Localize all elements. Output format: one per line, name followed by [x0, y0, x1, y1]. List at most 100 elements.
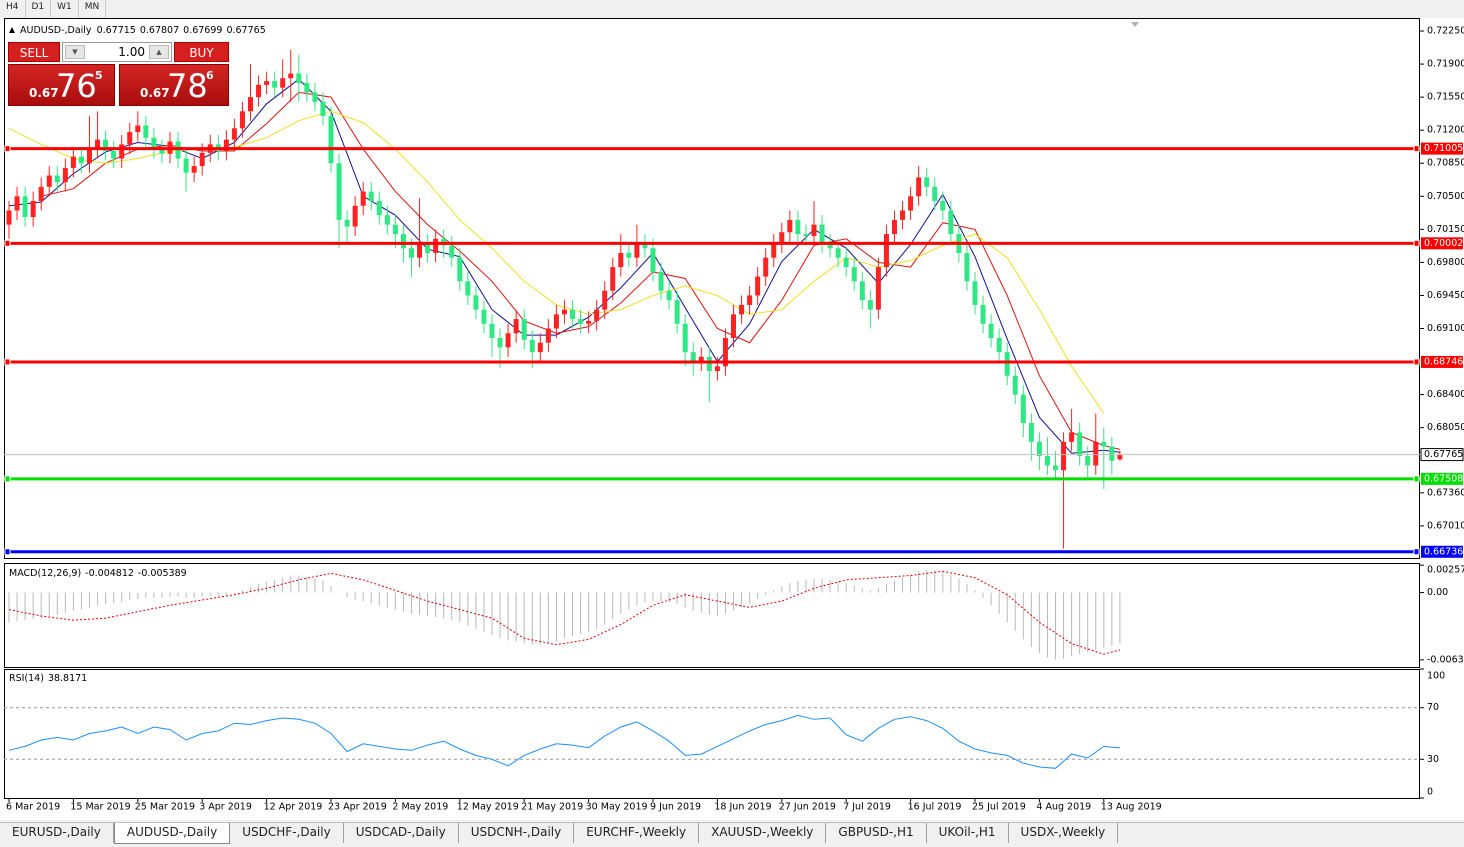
chart-area: AUDUSD-,Daily 0.67715 0.67807 0.67699 0.6776…: [0, 18, 1464, 820]
timeframe-button[interactable]: D1: [26, 0, 52, 17]
high: 0.67807: [140, 25, 179, 36]
timeframe-button[interactable]: W1: [51, 0, 79, 17]
y-tick-label: 0.71550: [1427, 92, 1464, 103]
level-handle: [1413, 475, 1420, 483]
candle-body: [1004, 352, 1010, 376]
candle-body: [803, 234, 809, 236]
y-tick-label: 0.002574: [1427, 565, 1464, 576]
y-tick-label: 0.72250: [1427, 26, 1464, 37]
candle-body: [199, 152, 205, 167]
y-tick-label: 0: [1427, 787, 1433, 798]
buy-button[interactable]: BUY: [174, 42, 229, 62]
candle-body: [344, 219, 350, 227]
candle-body: [867, 300, 873, 310]
rsi-value: 38.8171: [48, 673, 87, 684]
candle-body: [46, 175, 52, 187]
candle-body: [400, 234, 406, 249]
y-tick-label: 0.70850: [1427, 158, 1464, 169]
candle-body: [368, 191, 374, 202]
level-handle: [4, 358, 11, 366]
chart-tab[interactable]: USDCNH-,Daily: [459, 823, 575, 843]
y-tick-label: -0.006326: [1427, 654, 1464, 665]
candle-body: [111, 150, 117, 159]
candle-body: [1061, 441, 1067, 471]
candle-body: [54, 175, 60, 183]
level-handle: [1413, 145, 1420, 153]
x-tick-label: 30 May 2019: [586, 802, 648, 813]
candle-body: [811, 224, 817, 236]
signal-value: -0.005389: [138, 568, 187, 579]
bid-label: 0.67765: [1424, 449, 1463, 460]
lot-increase[interactable]: ▲: [149, 45, 169, 59]
candle-body: [1093, 441, 1099, 466]
chart-tab[interactable]: XAUUSD-,Weekly: [699, 823, 827, 843]
lot-decrease[interactable]: ▼: [65, 45, 85, 59]
candle-body: [755, 276, 761, 296]
macd-value: -0.004812: [85, 568, 134, 579]
candle-body: [489, 323, 495, 338]
candle-body: [497, 337, 503, 348]
candle-body: [529, 339, 535, 353]
chart-tab[interactable]: EURCHF-,Weekly: [574, 823, 700, 843]
chart-tab[interactable]: EURUSD-,Daily: [0, 823, 114, 843]
candle-body: [851, 267, 857, 282]
candle-body: [972, 281, 978, 305]
candle-body: [38, 186, 44, 202]
candle-body: [159, 149, 165, 154]
candle-body: [1012, 375, 1018, 395]
timeframe-button[interactable]: H4: [0, 0, 26, 17]
buy-price[interactable]: 0.67 78 6: [119, 64, 229, 106]
candle-body: [296, 73, 302, 83]
candle-body: [328, 116, 334, 164]
x-tick-label: 16 Jul 2019: [908, 802, 962, 813]
chart-tab[interactable]: USDX-,Weekly: [1009, 823, 1119, 843]
sell-price[interactable]: 0.67 76 5: [8, 64, 115, 106]
level-handle: [1413, 239, 1420, 247]
timeframe-button[interactable]: MN: [79, 0, 107, 17]
candle-body: [1036, 441, 1042, 457]
lot-input[interactable]: ▼ 1.00 ▲: [62, 42, 172, 62]
candle-body: [537, 342, 543, 353]
candle-body: [384, 215, 390, 225]
x-tick-label: 7 Jul 2019: [843, 802, 891, 813]
collapse-icon[interactable]: [9, 27, 15, 33]
chart-tab[interactable]: AUDUSD-,Daily: [113, 823, 231, 844]
candle-body: [666, 290, 672, 301]
candle-body: [642, 243, 648, 249]
chart-tab[interactable]: GBPUSD-,H1: [826, 823, 927, 843]
y-tick-label: 70: [1427, 702, 1439, 713]
candle-body: [1117, 454, 1123, 460]
chart-tab[interactable]: USDCAD-,Daily: [344, 823, 459, 843]
level-label-box: [1421, 237, 1463, 250]
candle-body: [78, 156, 84, 164]
candle-body: [513, 319, 519, 334]
chart-tab[interactable]: UKOil-,H1: [927, 823, 1009, 843]
x-tick-label: 18 Jun 2019: [714, 802, 771, 813]
candle-body: [1077, 432, 1083, 457]
level-handle: [1413, 358, 1420, 366]
candle-body: [722, 337, 728, 367]
price-prefix: 0.67: [140, 86, 170, 100]
candle-body: [964, 252, 970, 282]
candle-body: [940, 201, 946, 211]
timeframe-toolbar: H4 D1 W1 MN: [0, 0, 107, 17]
candle-body: [449, 245, 455, 258]
candle-body: [425, 243, 431, 253]
candle-body: [932, 186, 938, 202]
candle-body: [594, 309, 600, 321]
candle-body: [674, 300, 680, 324]
candle-body: [763, 257, 769, 277]
x-tick-label: 25 Mar 2019: [135, 802, 195, 813]
signal-line: [8, 570, 1121, 655]
price-big: 78: [167, 67, 208, 105]
candle-body: [119, 144, 125, 159]
candle-body: [1101, 441, 1107, 447]
candle-body: [859, 281, 865, 301]
chart-tab[interactable]: USDCHF-,Daily: [230, 823, 344, 843]
candle-body: [256, 84, 262, 98]
sell-button[interactable]: SELL: [8, 42, 60, 62]
candle-body: [22, 196, 28, 218]
x-tick-label: 23 Apr 2019: [328, 802, 387, 813]
candle-body: [586, 320, 592, 324]
